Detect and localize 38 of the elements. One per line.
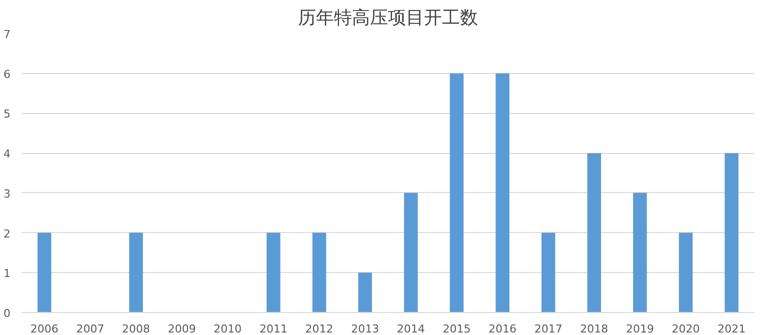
y-tick-label: 1: [4, 267, 10, 280]
x-tick-label: 2015: [442, 322, 471, 335]
x-tick-label: 2010: [214, 322, 242, 335]
bar: [724, 153, 738, 312]
bar: [129, 232, 143, 312]
x-tick-label: 2019: [626, 322, 654, 335]
x-tick-label: 2009: [168, 322, 196, 335]
y-tick-label: 6: [4, 68, 10, 81]
bar: [587, 153, 602, 312]
bar: [633, 192, 647, 312]
x-tick-label: 2020: [672, 322, 700, 335]
bar: [541, 232, 556, 312]
y-tick-label: 0: [4, 307, 10, 320]
y-tick-label: 4: [4, 148, 10, 161]
chart-title: 历年特高压项目开工数: [298, 8, 478, 28]
y-tick-label: 5: [4, 108, 10, 121]
x-tick-label: 2018: [580, 322, 608, 335]
x-tick-label: 2013: [351, 322, 380, 335]
bar: [450, 73, 464, 312]
x-tick-label: 2021: [718, 322, 746, 335]
x-tick-label: 2006: [30, 322, 58, 335]
bar: [38, 232, 52, 312]
x-tick-label: 2007: [76, 322, 104, 335]
x-tick-label: 2017: [534, 322, 562, 335]
bar: [312, 232, 326, 312]
x-tick-label: 2014: [396, 322, 425, 335]
bar: [266, 232, 280, 312]
bar: [678, 232, 693, 312]
y-tick-label: 2: [4, 227, 10, 240]
bar: [358, 272, 372, 312]
y-tick-label: 7: [4, 28, 10, 41]
bar: [404, 192, 418, 312]
bar: [496, 73, 510, 312]
x-tick-label: 2016: [488, 322, 517, 335]
x-tick-label: 2011: [259, 322, 288, 335]
x-tick-label: 2008: [122, 322, 150, 335]
y-tick-label: 3: [4, 187, 10, 200]
x-tick-label: 2012: [305, 322, 334, 335]
